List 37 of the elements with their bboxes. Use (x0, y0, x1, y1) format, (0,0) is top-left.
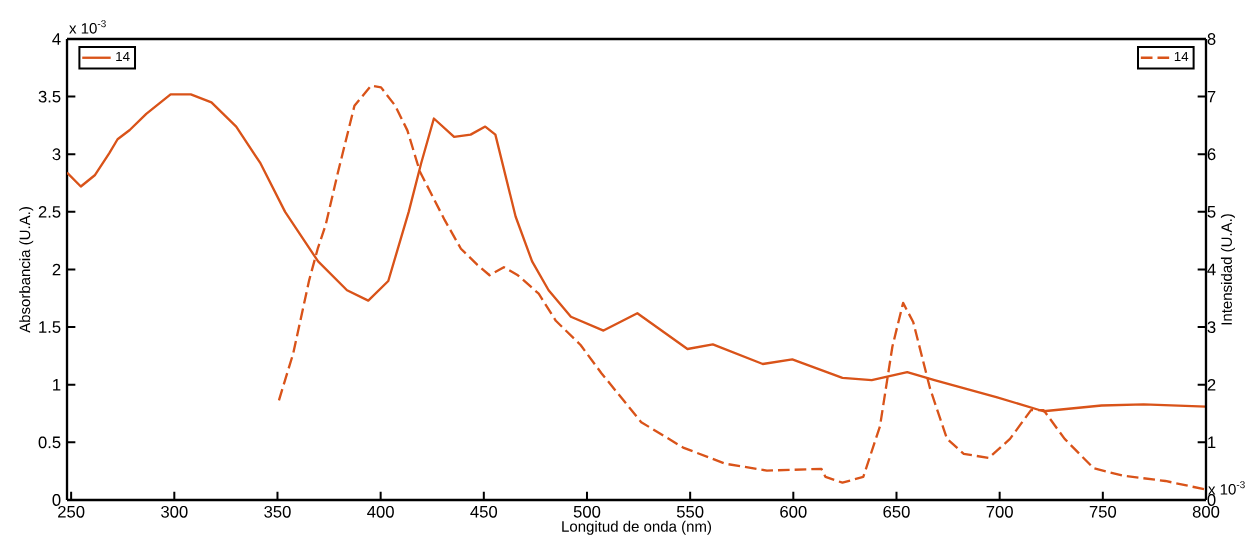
y2-tick-label: 2 (1207, 378, 1216, 391)
y2-tick-label: 7 (1207, 90, 1216, 103)
y2-tick-label: 5 (1207, 206, 1216, 218)
y-tick-label: 0 (52, 494, 61, 506)
y-tick-label: 4 (52, 33, 61, 45)
y-tick-label: 1 (53, 379, 61, 391)
text: x 10$^{-3}$ (1208, 481, 1245, 495)
x-tick-label: 400 (367, 505, 394, 518)
y2-tick-label: 1 (1208, 436, 1216, 449)
y2-tick-label: 4 (1207, 263, 1216, 276)
y2-tick-label: 8 (1207, 33, 1216, 45)
y2-tick-label: 6 (1207, 148, 1216, 161)
text: x 10$^{-3}$ (69, 20, 106, 34)
x-tick-label: 650 (883, 505, 910, 518)
y2-axis-title: Intensidad (U.A.) (1220, 214, 1235, 325)
y2-tick-label: 3 (1207, 321, 1216, 334)
legend-label: 14 (1174, 51, 1189, 62)
y-tick-label: 3 (52, 148, 61, 161)
x-tick-label: 550 (676, 505, 704, 518)
y-tick-label: 2 (52, 263, 61, 276)
x-tick-label: 600 (780, 505, 807, 518)
y-tick-label: 0.5 (38, 436, 61, 449)
y-tick-label: 2.5 (38, 205, 61, 218)
y-tick-label: 1.5 (39, 321, 61, 333)
x-tick-label: 300 (161, 505, 188, 518)
y-tick-label: 3.5 (38, 90, 61, 103)
x-tick-label: 250 (58, 505, 85, 518)
x-tick-label: 450 (470, 505, 498, 518)
y-axis-title: Absorbancia (U.A.) (19, 207, 34, 333)
x-tick-label: 500 (573, 505, 601, 518)
legend-label: 14 (116, 51, 130, 62)
x-tick-label: 750 (1089, 505, 1117, 518)
y2-tick-label: 0 (1207, 494, 1216, 506)
x-tick-label: 700 (986, 505, 1013, 518)
x-axis-title: Longitud de onda (nm) (562, 520, 712, 535)
x-tick-label: 350 (264, 505, 291, 518)
x-tick-label: 800 (1192, 505, 1220, 518)
